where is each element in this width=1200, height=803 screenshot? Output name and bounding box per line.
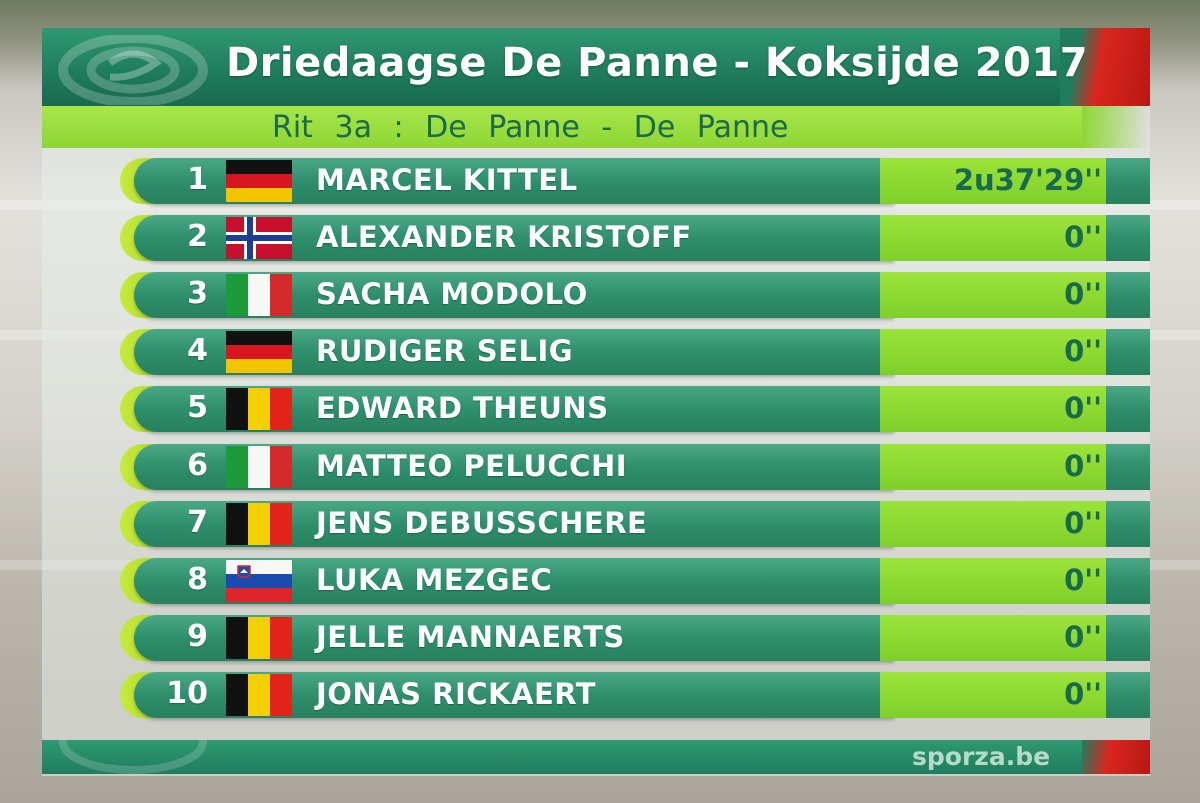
finish-time: 0'' <box>1064 677 1102 711</box>
norway-flag-icon <box>226 217 292 259</box>
rank-number: 5 <box>187 390 208 425</box>
row-end <box>1106 501 1150 547</box>
rider-name: LUKA MEZGEC <box>316 563 553 597</box>
time-cell <box>880 615 1106 661</box>
sporza-logo-icon <box>58 33 208 107</box>
result-row: 10 JONAS RICKAERT 0'' <box>120 672 1150 718</box>
finish-time: 0'' <box>1064 334 1102 368</box>
rank-number: 1 <box>187 162 208 197</box>
rank-number: 10 <box>166 676 208 711</box>
time-cell <box>880 386 1106 432</box>
row-end <box>1106 215 1150 261</box>
rank-number: 6 <box>187 448 208 483</box>
row-end <box>1106 329 1150 375</box>
belgium-flag-icon <box>226 388 292 430</box>
race-title: Driedaagse De Panne - Koksijde 2017 <box>226 40 1089 86</box>
time-cell <box>880 215 1106 261</box>
result-row: 5 EDWARD THEUNS 0'' <box>120 386 1150 432</box>
stage-bar-fade <box>1082 106 1150 148</box>
finish-time: 0'' <box>1064 620 1102 654</box>
rank-number: 3 <box>187 276 208 311</box>
finish-time: 0'' <box>1064 277 1102 311</box>
belgium-flag-icon <box>226 503 292 545</box>
belgium-flag-icon <box>226 617 292 659</box>
stage-subtitle: Rit 3a : De Panne - De Panne <box>272 110 789 145</box>
rank-number: 8 <box>187 562 208 597</box>
rider-name: RUDIGER SELIG <box>316 334 574 368</box>
rank-number: 7 <box>187 505 208 540</box>
header-bar <box>42 28 1102 106</box>
rider-name: JENS DEBUSSCHERE <box>316 506 648 540</box>
footer-bar <box>42 740 1082 774</box>
time-cell <box>880 158 1106 204</box>
time-cell <box>880 329 1106 375</box>
footer-red-accent <box>1082 740 1150 774</box>
footer-logo-icon <box>58 710 208 774</box>
result-row: 9 JELLE MANNAERTS 0'' <box>120 615 1150 661</box>
finish-time: 0'' <box>1064 506 1102 540</box>
finish-time: 0'' <box>1064 391 1102 425</box>
result-row: 8 LUKA MEZGEC 0'' <box>120 558 1150 604</box>
belgium-flag-icon <box>226 674 292 716</box>
result-row: 4 RUDIGER SELIG 0'' <box>120 329 1150 375</box>
result-row: 1 MARCEL KITTEL 2u37'29'' <box>120 158 1150 204</box>
brand-label: sporza.be <box>912 742 1051 771</box>
time-cell <box>880 444 1106 490</box>
finish-time: 2u37'29'' <box>953 163 1102 197</box>
time-cell <box>880 672 1106 718</box>
finish-time: 0'' <box>1064 563 1102 597</box>
stage-bar <box>42 106 1082 148</box>
rider-name: MATTEO PELUCCHI <box>316 449 628 483</box>
rank-number: 4 <box>187 333 208 368</box>
rank-number: 9 <box>187 619 208 654</box>
rider-name: JONAS RICKAERT <box>316 677 597 711</box>
result-row: 6 MATTEO PELUCCHI 0'' <box>120 444 1150 490</box>
row-end <box>1106 386 1150 432</box>
row-end <box>1106 158 1150 204</box>
rider-name: EDWARD THEUNS <box>316 391 609 425</box>
germany-flag-icon <box>226 331 292 373</box>
result-row: 3 SACHA MODOLO 0'' <box>120 272 1150 318</box>
header-red-accent <box>1060 28 1150 106</box>
result-row: 7 JENS DEBUSSCHERE 0'' <box>120 501 1150 547</box>
rider-name: MARCEL KITTEL <box>316 163 578 197</box>
time-cell <box>880 272 1106 318</box>
row-end <box>1106 272 1150 318</box>
time-cell <box>880 558 1106 604</box>
italy-flag-icon <box>226 446 292 488</box>
rank-number: 2 <box>187 219 208 254</box>
italy-flag-icon <box>226 274 292 316</box>
row-end <box>1106 672 1150 718</box>
time-cell <box>880 501 1106 547</box>
rider-name: JELLE MANNAERTS <box>316 620 625 654</box>
row-end <box>1106 615 1150 661</box>
rider-name: SACHA MODOLO <box>316 277 588 311</box>
row-end <box>1106 558 1150 604</box>
finish-time: 0'' <box>1064 449 1102 483</box>
germany-flag-icon <box>226 160 292 202</box>
slovenia-flag-icon <box>226 560 292 602</box>
finish-time: 0'' <box>1064 220 1102 254</box>
result-row: 2 ALEXANDER KRISTOFF 0'' <box>120 215 1150 261</box>
rider-name: ALEXANDER KRISTOFF <box>316 220 692 254</box>
row-end <box>1106 444 1150 490</box>
